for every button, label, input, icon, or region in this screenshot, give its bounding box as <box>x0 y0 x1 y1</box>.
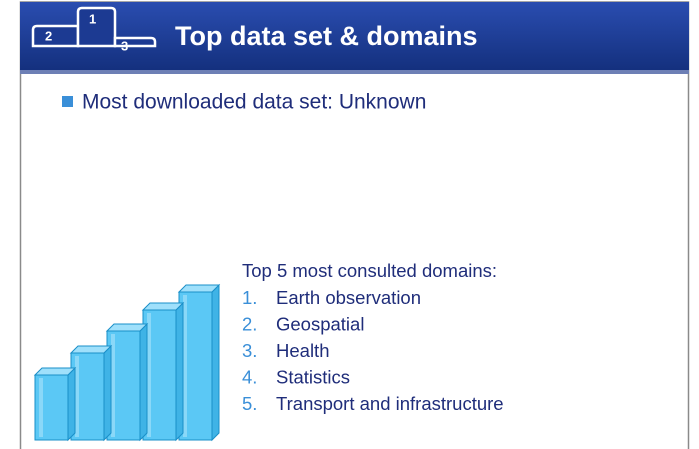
list-item: Statistics <box>276 366 350 387</box>
bar-shine <box>75 356 79 437</box>
bar-top <box>107 324 147 331</box>
header-rule <box>20 70 689 74</box>
bar-top <box>179 285 219 292</box>
bar-top <box>143 303 183 310</box>
list-item: Transport and infrastructure <box>276 393 504 414</box>
list-number: 3. <box>242 340 257 361</box>
bar-side <box>140 324 147 440</box>
podium-label: 3 <box>121 38 128 53</box>
list-heading: Top 5 most consulted domains: <box>242 260 497 281</box>
bar-side <box>68 368 75 440</box>
list-item: Geospatial <box>276 313 364 334</box>
bar-shine <box>39 378 43 437</box>
bar-top <box>35 368 75 375</box>
bar-shine <box>147 313 151 437</box>
podium-label: 1 <box>89 11 96 26</box>
list-number: 1. <box>242 287 257 308</box>
bar-side <box>212 285 219 440</box>
bar-shine <box>111 334 115 437</box>
header-title: Top data set & domains <box>175 21 478 51</box>
bullet-marker <box>62 96 73 107</box>
list-number: 5. <box>242 393 257 414</box>
bar-shine <box>183 295 187 437</box>
list-item: Earth observation <box>276 287 421 308</box>
list-item: Health <box>276 340 329 361</box>
bar-top <box>71 346 111 353</box>
list-number: 4. <box>242 366 257 387</box>
podium-label: 2 <box>45 28 52 43</box>
bar-side <box>104 346 111 440</box>
slide: 2 1 3 Top data set & domains Most downlo… <box>0 0 699 449</box>
bar-side <box>176 303 183 440</box>
bullet-text: Most downloaded data set: Unknown <box>82 91 426 114</box>
list-number: 2. <box>242 313 257 334</box>
